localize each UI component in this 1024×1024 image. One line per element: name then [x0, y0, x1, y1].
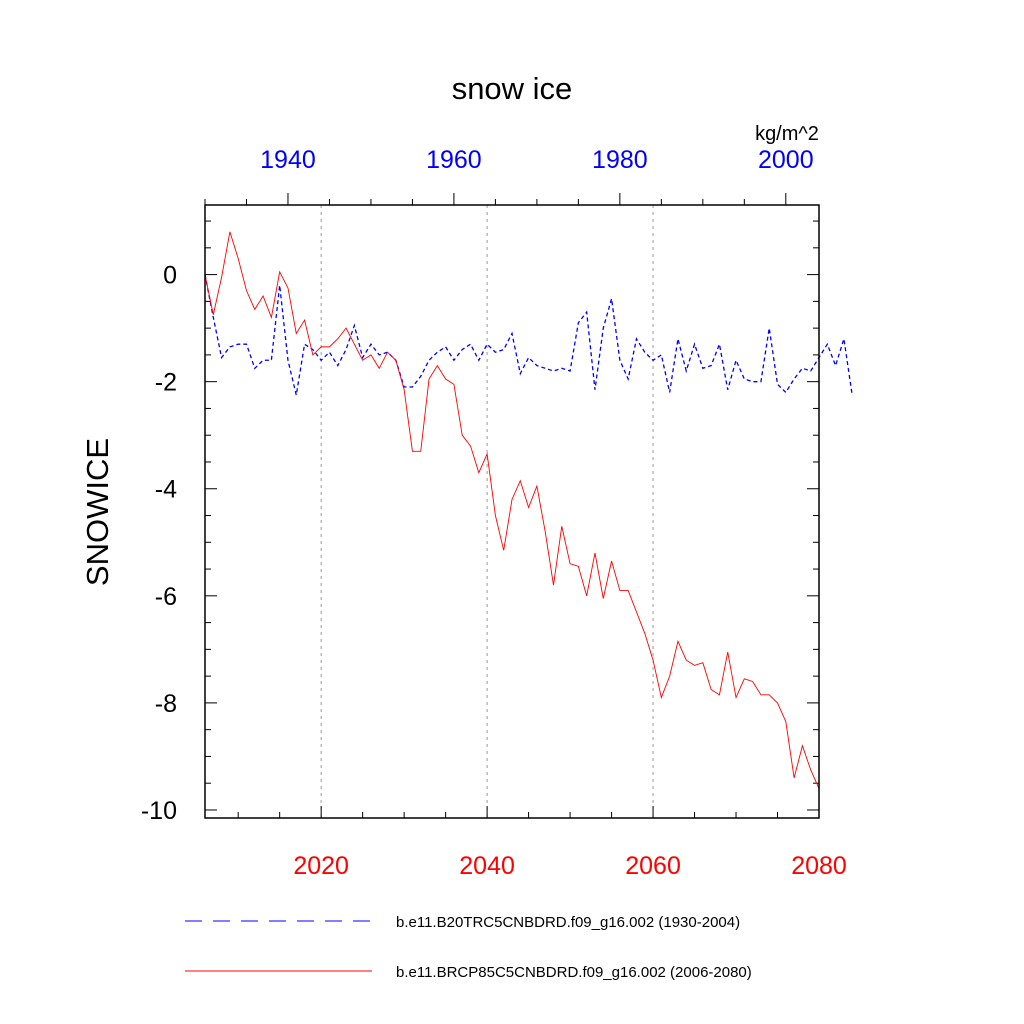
top-tick-label: 1980 — [592, 146, 648, 174]
bottom-tick-label: 2040 — [459, 852, 515, 880]
bottom-x-axis: 2020 2040 2060 2080 — [237, 806, 847, 880]
top-x-axis: 1940 1960 1980 2000 — [204, 146, 814, 205]
top-tick-label: 1940 — [260, 146, 316, 174]
bottom-tick-label: 2080 — [791, 852, 847, 880]
series-lines — [204, 231, 853, 789]
legend: b.e11.B20TRC5CNBDRD.f09_g16.002 (1930-20… — [185, 914, 752, 981]
legend-label-1: b.e11.B20TRC5CNBDRD.f09_g16.002 (1930-20… — [396, 914, 740, 931]
y-tick-label: -6 — [155, 583, 177, 611]
y-tick-label: -8 — [155, 690, 177, 718]
y-tick-label: -10 — [141, 797, 177, 825]
top-tick-label: 1960 — [426, 146, 482, 174]
top-tick-label: 2000 — [758, 146, 814, 174]
y-tick-label: 0 — [163, 262, 177, 290]
plot-frame — [204, 204, 820, 819]
legend-label-2: b.e11.BRCP85C5CNBDRD.f09_g16.002 (2006-2… — [396, 964, 752, 981]
vertical-gridlines — [320, 205, 654, 818]
y-tick-label: -2 — [155, 369, 177, 397]
y-axis-label: SNOWICE — [80, 438, 115, 586]
y-axis: -10 -8 -6 -4 -2 0 — [141, 220, 819, 825]
historical-series-line — [204, 274, 853, 396]
bottom-tick-label: 2060 — [625, 852, 681, 880]
rcp85-series-line — [204, 231, 820, 789]
units-label: kg/m^2 — [755, 123, 819, 145]
y-tick-label: -4 — [155, 476, 177, 504]
bottom-tick-label: 2020 — [293, 852, 349, 880]
chart-title: snow ice — [452, 71, 573, 106]
